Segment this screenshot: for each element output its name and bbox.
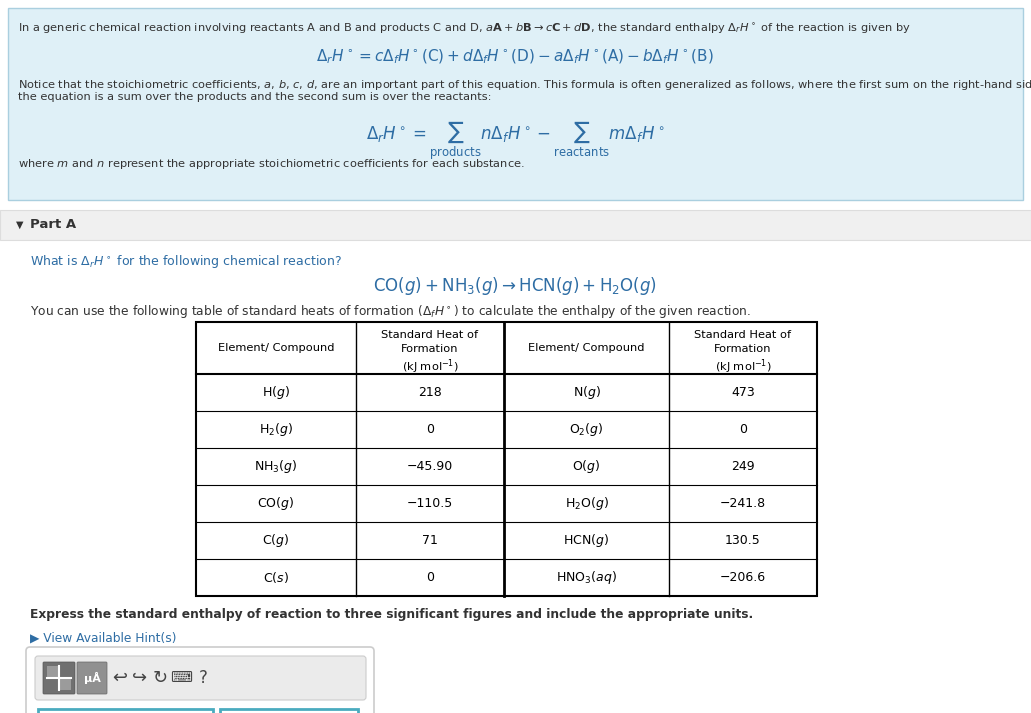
Text: Express the standard enthalpy of reaction to three significant figures and inclu: Express the standard enthalpy of reactio… [30,608,754,621]
Text: $\mathrm{C}(s)$: $\mathrm{C}(s)$ [263,570,289,585]
Text: $\mathrm{NH_3}(g)$: $\mathrm{NH_3}(g)$ [255,458,298,475]
Text: ▼: ▼ [16,220,24,230]
Text: Element/ Compound: Element/ Compound [528,343,644,353]
Text: Formation: Formation [401,344,459,354]
Text: ?: ? [199,669,207,687]
Text: ▶ View Available Hint(s): ▶ View Available Hint(s) [30,632,176,645]
Text: −241.8: −241.8 [720,497,766,510]
Text: 71: 71 [422,534,438,547]
Text: $\Delta_r H^\circ = \sum_{\mathrm{products}} n\Delta_f H^\circ - \sum_{\mathrm{r: $\Delta_r H^\circ = \sum_{\mathrm{produc… [366,120,664,163]
Text: $\mathrm{CO}(g)+\mathrm{NH_3}(g){\rightarrow}\mathrm{HCN}(g)+\mathrm{H_2O}(g)$: $\mathrm{CO}(g)+\mathrm{NH_3}(g){\righta… [373,275,657,297]
Text: −110.5: −110.5 [407,497,454,510]
Text: $\mathrm{HNO_3}(aq)$: $\mathrm{HNO_3}(aq)$ [556,569,617,586]
FancyBboxPatch shape [43,662,75,694]
Text: $\mathrm{H}(g)$: $\mathrm{H}(g)$ [262,384,290,401]
Text: μÅ: μÅ [84,672,100,684]
Text: Standard Heat of: Standard Heat of [695,330,792,340]
Text: $\Delta_r H^\circ = c\Delta_f H^\circ(\mathrm{C})+d\Delta_f H^\circ(\mathrm{D})-: $\Delta_r H^\circ = c\Delta_f H^\circ(\m… [317,48,713,66]
Text: $\mathrm{HCN}(g)$: $\mathrm{HCN}(g)$ [564,532,609,549]
Text: $\mathrm{CO}(g)$: $\mathrm{CO}(g)$ [258,495,295,512]
Text: What is $\Delta_r H^\circ$ for the following chemical reaction?: What is $\Delta_r H^\circ$ for the follo… [30,253,342,270]
Text: (kJ mol$^{-1}$): (kJ mol$^{-1}$) [402,357,459,376]
Text: Standard Heat of: Standard Heat of [381,330,478,340]
Text: −206.6: −206.6 [720,571,766,584]
Bar [38,709,213,713]
Text: 0: 0 [739,423,747,436]
Text: 130.5: 130.5 [725,534,761,547]
Text: 473: 473 [731,386,755,399]
Text: ↩: ↩ [112,669,128,687]
Text: $\mathrm{O_2}(g)$: $\mathrm{O_2}(g)$ [569,421,604,438]
Text: Part A: Part A [30,218,76,232]
Text: where $m$ and $n$ represent the appropriate stoichiometric coefficients for each: where $m$ and $n$ represent the appropri… [18,157,525,171]
Text: 0: 0 [426,423,434,436]
Text: 218: 218 [419,386,442,399]
Text: $\mathrm{H_2}(g)$: $\mathrm{H_2}(g)$ [259,421,293,438]
Text: (kJ mol$^{-1}$): (kJ mol$^{-1}$) [714,357,771,376]
Text: $\mathrm{H_2O}(g)$: $\mathrm{H_2O}(g)$ [565,495,608,512]
Bar [47,666,58,677]
FancyBboxPatch shape [26,647,374,713]
Text: $\mathrm{O}(g)$: $\mathrm{O}(g)$ [572,458,601,475]
Text: 249: 249 [731,460,755,473]
Bar [196,322,817,596]
Text: 0: 0 [426,571,434,584]
Text: You can use the following table of standard heats of formation ($\Delta_f H^\cir: You can use the following table of stand… [30,303,752,320]
FancyBboxPatch shape [35,656,366,700]
Text: $\mathrm{C}(g)$: $\mathrm{C}(g)$ [262,532,290,549]
Text: $\mathrm{N}(g)$: $\mathrm{N}(g)$ [572,384,600,401]
Text: ↪: ↪ [132,669,147,687]
Text: Element/ Compound: Element/ Compound [218,343,334,353]
Bar [0,210,1031,240]
Bar [8,8,1023,200]
Text: −45.90: −45.90 [407,460,454,473]
Bar [60,679,71,690]
Text: ⌨: ⌨ [170,670,192,685]
Text: Formation: Formation [714,344,772,354]
FancyBboxPatch shape [77,662,107,694]
Bar [220,709,358,713]
Text: the equation is a sum over the products and the second sum is over the reactants: the equation is a sum over the products … [18,92,492,102]
Text: In a generic chemical reaction involving reactants A and B and products C and D,: In a generic chemical reaction involving… [18,22,911,36]
Text: Notice that the stoichiometric coefficients, $a$, $b$, $c$, $d$, are an importan: Notice that the stoichiometric coefficie… [18,78,1031,92]
Text: ↻: ↻ [153,669,168,687]
